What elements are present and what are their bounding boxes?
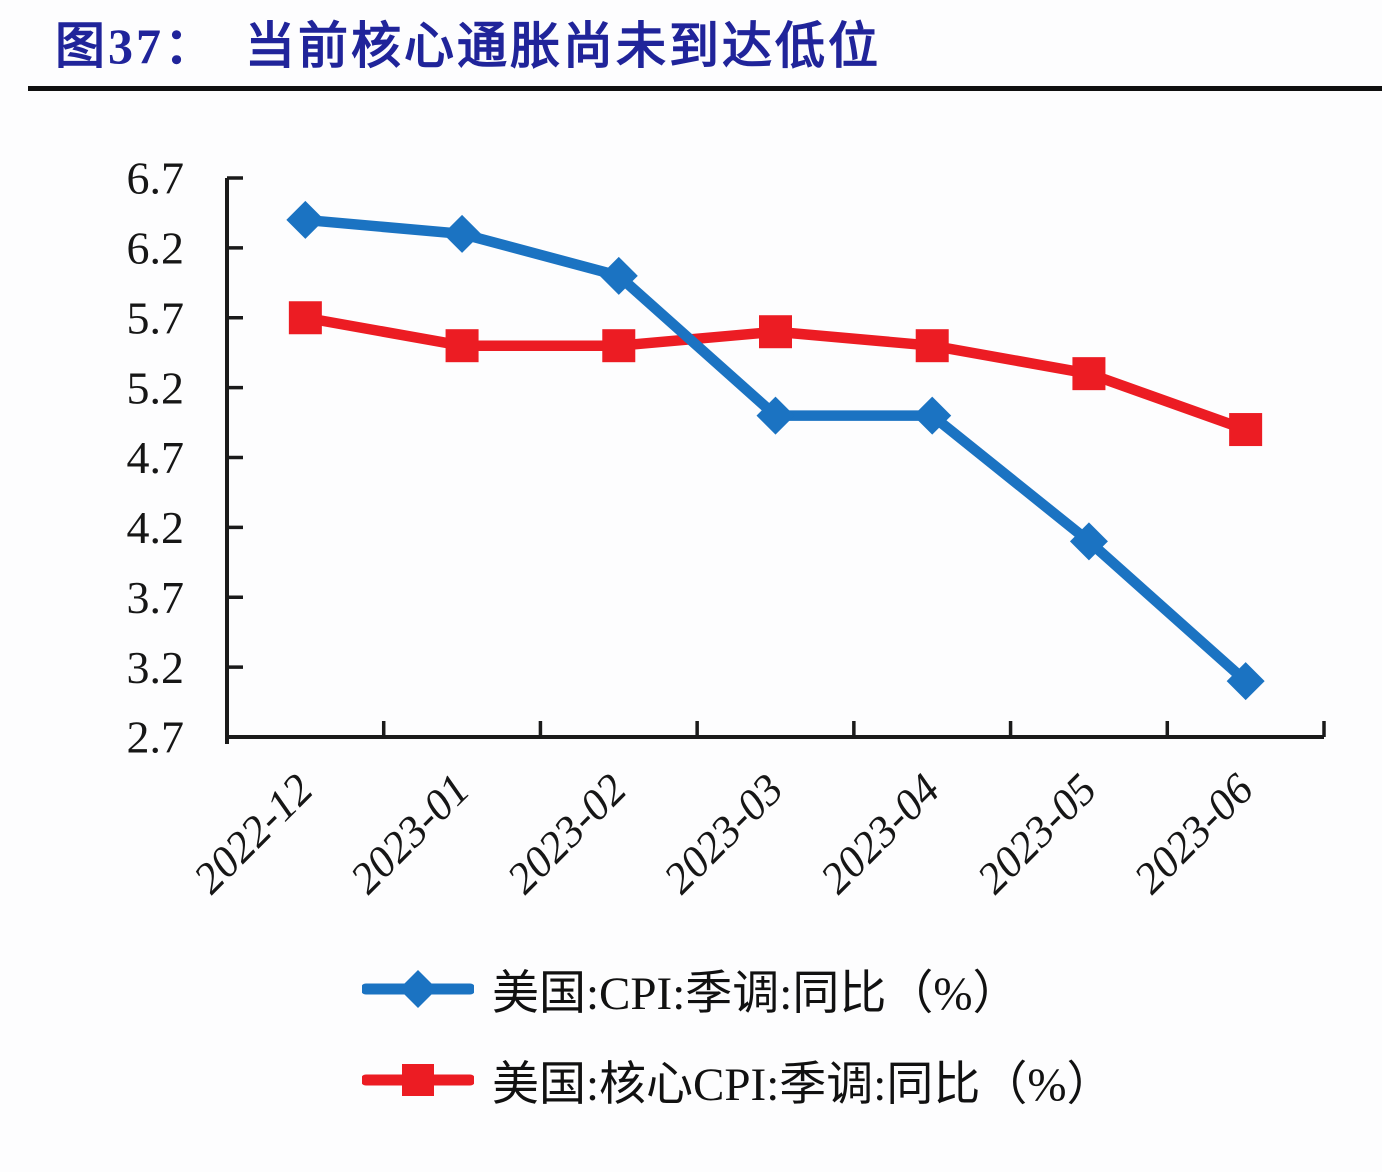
x-axis-labels: 2022-12 2023-01 2023-02 2023-03 2023-04 2023-… (184, 764, 1263, 902)
legend-item-cpi: 美国:CPI:季调:同比（%） (362, 954, 1113, 1023)
data-point (602, 329, 636, 363)
figure-title: 图37： 当前核心通胀尚未到达低位 (55, 18, 881, 74)
x-tick-label: 2023-03 (654, 764, 792, 902)
data-point (288, 301, 322, 335)
y-tick-label: 4.2 (127, 502, 185, 553)
y-tick-label: 2.7 (127, 712, 185, 763)
y-tick-label: 5.2 (127, 362, 185, 413)
x-tick-label: 2023-06 (1124, 764, 1262, 902)
data-point (759, 315, 792, 349)
core-cpi-series-marker-icon (362, 1063, 474, 1096)
data-point (1226, 662, 1265, 701)
x-tick-label: 2023-02 (498, 764, 636, 902)
cpi-series-marker-icon (362, 969, 474, 1008)
series-core-cpi (288, 301, 1263, 447)
data-point (599, 256, 638, 295)
data-point (913, 396, 952, 435)
data-point (1072, 357, 1106, 391)
y-tick-label: 6.2 (127, 223, 185, 274)
title-divider (28, 86, 1382, 91)
axis-ticks (225, 176, 1326, 739)
x-tick-label: 2022-12 (184, 764, 322, 902)
y-tick-label: 3.2 (127, 642, 185, 693)
x-tick-label: 2023-04 (811, 764, 949, 902)
legend-label-cpi: 美国:CPI:季调:同比（%） (492, 968, 1020, 1020)
x-tick-label: 2023-05 (968, 764, 1106, 902)
data-point (445, 329, 479, 363)
series-cpi (286, 200, 1265, 701)
y-tick-label: 4.7 (127, 432, 185, 483)
y-tick-label: 3.7 (127, 572, 185, 623)
data-point (286, 200, 325, 239)
x-tick-label: 2023-01 (341, 764, 479, 902)
data-point (915, 329, 949, 363)
legend-item-core-cpi: 美国:核心CPI:季调:同比（%） (362, 1045, 1113, 1114)
data-point (1069, 522, 1108, 561)
chart-legend: 美国:CPI:季调:同比（%） 美国:核心CPI:季调:同比（%） (362, 954, 1113, 1114)
y-axis-labels: 2.7 3.2 3.7 4.2 4.7 5.2 5.7 6.2 6.7 (127, 153, 185, 763)
y-tick-label: 5.7 (127, 292, 185, 343)
legend-label-core-cpi: 美国:核心CPI:季调:同比（%） (492, 1059, 1114, 1111)
data-point (1229, 413, 1263, 447)
axes (225, 178, 1324, 744)
y-tick-label: 6.7 (127, 153, 185, 204)
data-point (756, 396, 795, 435)
data-point (443, 214, 482, 253)
